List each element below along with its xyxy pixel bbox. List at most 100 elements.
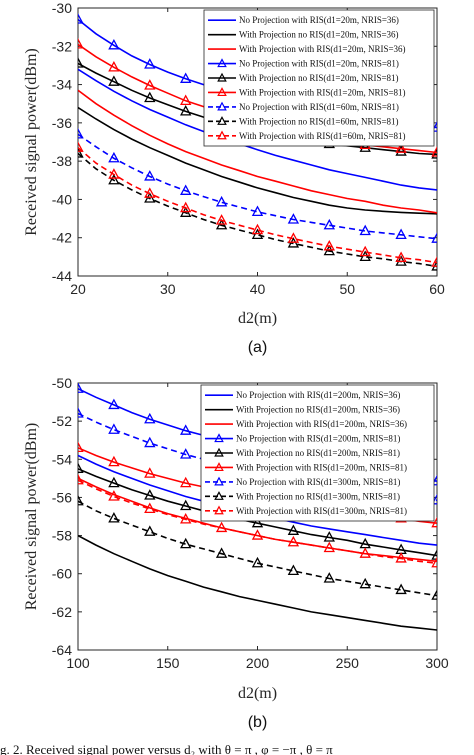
legend-entry: No Projection with RIS(d1=20m, NRIS=36): [239, 15, 399, 25]
legend-entry: With Projection no RIS(d1=20m, NRIS=36): [239, 30, 399, 40]
series-marker: [287, 213, 300, 224]
y-tick-label: -42: [52, 230, 72, 246]
series-marker: [395, 583, 407, 595]
legend-entry: With Projection no RIS(d1=20m, NRIS=81): [239, 73, 399, 83]
y-tick-label: -58: [52, 528, 72, 544]
y-tick-label: -60: [52, 566, 72, 582]
series-marker: [78, 57, 84, 68]
series-marker: [78, 147, 84, 158]
series-marker: [395, 251, 407, 262]
series-marker: [108, 60, 120, 72]
series-marker: [78, 407, 84, 418]
series-line-8: [78, 500, 437, 597]
y-tick-label: -44: [52, 268, 72, 284]
series-marker: [287, 535, 300, 547]
x-tick-label: 150: [156, 655, 180, 671]
series-line-5: [78, 468, 437, 557]
series-marker: [251, 516, 264, 528]
series-marker: [180, 476, 192, 488]
x-tick-label: 30: [160, 281, 176, 297]
legend: No Projection with RIS(d1=20m, NRIS=36) W…: [203, 9, 435, 147]
series-marker: [180, 72, 192, 83]
series-marker: [431, 556, 437, 568]
legend-marker: [214, 505, 224, 515]
legend-entry: No Projection with RIS(d1=60m, NRIS=81): [239, 102, 399, 112]
series-marker: [108, 455, 120, 467]
legend-marker: [217, 72, 227, 82]
series-marker: [359, 547, 371, 558]
legend-marker: [217, 87, 227, 97]
series-marker: [251, 223, 264, 235]
series-marker: [323, 218, 335, 230]
series-marker: [108, 423, 120, 434]
y-tick-label: -38: [52, 153, 72, 169]
legend-marker: [214, 462, 224, 472]
y-tick-label: -56: [52, 489, 72, 505]
legend-entry: With Projection with RIS(d1=300m, NRIS=8…: [236, 506, 407, 516]
y-tick-label: -54: [52, 451, 72, 467]
figure-caption: g. 2. Received signal power versus d₂ wi…: [0, 742, 333, 755]
series-marker: [431, 121, 437, 132]
series-marker: [78, 141, 84, 152]
legend-marker: [217, 116, 227, 125]
series-line-3: [78, 89, 437, 214]
legend-marker: [217, 130, 227, 140]
legend-entry: With Projection with RIS(d1=60m, NRIS=81…: [239, 131, 406, 141]
x-tick-label: 60: [429, 281, 445, 297]
chart-panel-a: 20 30 40 50 60 -30 -32 -34 -36 -38 -40 -42 -44 d2(m) R…: [23, 0, 445, 356]
series-marker: [108, 75, 120, 86]
y-tick-label: -52: [52, 413, 72, 429]
legend: No Projection with RIS(d1=200m, NRIS=36)…: [200, 384, 435, 522]
series-marker: [108, 151, 120, 163]
series-marker: [78, 473, 84, 485]
series-marker: [359, 577, 371, 589]
y-tick-label: -36: [52, 115, 72, 131]
series-marker: [180, 201, 192, 213]
x-tick-label: 100: [66, 655, 90, 671]
legend-entry: No Projection with RIS(d1=200m, NRIS=81): [236, 434, 400, 444]
series-marker: [144, 170, 156, 181]
series-marker: [395, 552, 407, 563]
series-marker: [144, 489, 156, 500]
series-marker: [323, 239, 335, 251]
series-marker: [144, 502, 156, 514]
series-marker: [108, 490, 120, 501]
series-marker: [323, 541, 335, 553]
y-tick-label: -34: [52, 77, 72, 93]
series-marker: [287, 232, 300, 243]
legend-box: [203, 9, 435, 147]
series-line-2: [78, 534, 437, 631]
series-marker: [78, 462, 84, 473]
series-marker: [215, 547, 228, 558]
series-marker: [108, 476, 120, 488]
series-marker: [144, 79, 156, 90]
series-marker: [78, 127, 84, 139]
series-line-8: [78, 152, 437, 268]
series-marker: [215, 195, 228, 207]
series-marker: [431, 148, 437, 159]
legend-entry: With Projection no RIS(d1=200m, NRIS=81): [236, 448, 400, 458]
series-marker: [180, 424, 192, 435]
y-axis-label: Received signal power(dBm): [23, 48, 40, 236]
series-marker: [215, 214, 228, 225]
legend-marker: [214, 491, 224, 500]
legend-entry: No Projection with RIS(d1=300m, NRIS=81): [236, 477, 400, 487]
series-marker: [323, 572, 335, 583]
y-tick-label: -32: [52, 38, 72, 54]
series-marker: [395, 145, 407, 156]
series-marker: [180, 184, 192, 195]
series-marker: [251, 556, 264, 568]
legend-marker: [214, 433, 224, 443]
series-marker: [431, 256, 437, 267]
series-marker: [251, 205, 264, 217]
legend-marker: [217, 58, 227, 68]
subfigure-caption: (b): [248, 714, 268, 731]
series-marker: [431, 474, 437, 486]
series-marker: [180, 448, 192, 459]
x-tick-label: 40: [250, 281, 266, 297]
x-tick-label: 20: [70, 281, 86, 297]
series-marker: [78, 13, 84, 24]
series-marker: [108, 173, 120, 185]
y-tick-label: -62: [52, 604, 72, 620]
x-axis-label: d2(m): [238, 310, 277, 327]
